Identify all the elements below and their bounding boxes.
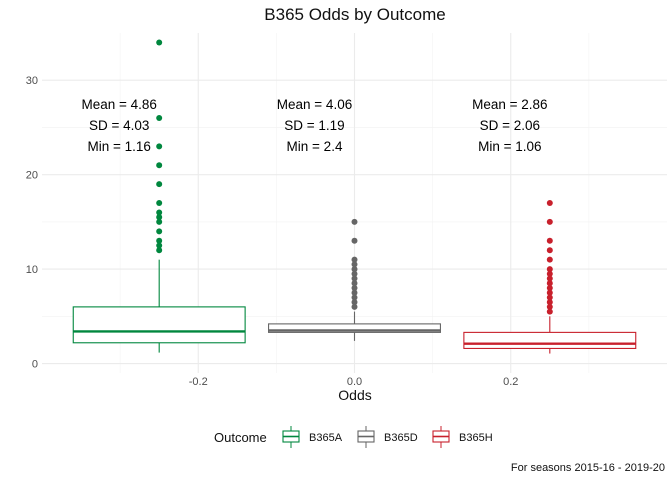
outlier-point <box>351 256 358 263</box>
outlier-point <box>351 261 358 268</box>
outlier-point <box>546 237 553 244</box>
outlier-point <box>156 143 163 150</box>
box-iqr <box>72 306 246 344</box>
x-tick-label: -0.2 <box>189 376 208 388</box>
outlier-point <box>156 242 163 249</box>
stats-line: Mean = 4.86 <box>81 97 156 112</box>
x-axis-label: Odds <box>338 387 371 403</box>
outlier-point <box>156 209 163 216</box>
outlier-point <box>546 280 553 287</box>
boxes <box>72 39 637 354</box>
outlier-point <box>351 285 358 291</box>
outlier-point <box>156 237 163 244</box>
outlier-point <box>156 39 163 46</box>
outlier-point <box>156 200 163 206</box>
legend-label: B365D <box>384 432 418 444</box>
outlier-point <box>156 228 163 235</box>
outlier-point <box>351 237 358 244</box>
outlier-point <box>546 270 553 277</box>
outlier-point <box>546 294 553 301</box>
outlier-point <box>156 181 163 188</box>
outlier-point <box>351 303 358 310</box>
y-tick-label: 0 <box>32 359 38 371</box>
outlier-point <box>546 285 553 291</box>
box-b365a <box>72 39 246 353</box>
stats-line: SD = 2.06 <box>480 118 540 133</box>
box-b365d <box>268 218 441 341</box>
legend: Outcome B365A B365D B365H <box>214 426 493 448</box>
outlier-point <box>351 294 358 301</box>
outlier-point <box>156 218 163 225</box>
box-iqr <box>268 323 441 333</box>
outlier-point <box>546 299 553 306</box>
outlier-point <box>546 275 553 282</box>
outlier-point <box>351 280 358 287</box>
y-tick-label: 30 <box>26 75 38 87</box>
legend-item-b365a: B365A <box>282 426 343 448</box>
box-b365h <box>463 200 637 354</box>
box-iqr <box>463 331 637 349</box>
outlier-point <box>546 218 553 225</box>
stats-line: Min = 2.4 <box>287 139 343 154</box>
y-tick-label: 20 <box>26 170 38 182</box>
outlier-point <box>546 289 553 296</box>
outlier-point <box>156 162 163 169</box>
stats-line: Mean = 4.06 <box>277 97 352 112</box>
stats-line: Min = 1.16 <box>87 139 150 154</box>
outlier-point <box>156 115 163 121</box>
legend-title: Outcome <box>214 430 267 445</box>
outlier-point <box>156 214 163 221</box>
outlier-point <box>546 303 553 310</box>
outlier-point <box>351 270 358 277</box>
x-tick-label: 0.2 <box>503 376 518 388</box>
outlier-point <box>351 218 358 225</box>
stats-line: Min = 1.06 <box>478 139 541 154</box>
axes: 0 10 20 30 -0.2 0.0 0.2 <box>26 75 519 388</box>
caption: For seasons 2015-16 - 2019-20 <box>511 462 665 474</box>
legend-item-b365d: B365D <box>357 426 418 448</box>
outlier-point <box>546 200 553 206</box>
stats-annotations: Mean = 4.86 SD = 4.03 Min = 1.16 Mean = 4.0… <box>81 97 547 154</box>
y-tick-label: 10 <box>26 264 38 276</box>
stats-line: SD = 4.03 <box>89 118 149 133</box>
x-tick-label: 0.0 <box>347 376 362 388</box>
stats-line: SD = 1.19 <box>284 118 344 133</box>
legend-item-b365h: B365H <box>432 426 493 448</box>
stats-line: Mean = 2.86 <box>472 97 547 112</box>
outlier-point <box>351 266 358 273</box>
legend-label: B365H <box>459 432 493 444</box>
outlier-point <box>546 308 553 315</box>
outlier-point <box>546 247 553 254</box>
outlier-point <box>156 247 163 254</box>
outlier-point <box>351 299 358 306</box>
outlier-point <box>351 275 358 282</box>
outlier-point <box>546 266 553 273</box>
outlier-point <box>546 256 553 263</box>
legend-label: B365A <box>309 432 343 444</box>
outlier-point <box>351 289 358 296</box>
chart-title: B365 Odds by Outcome <box>264 5 445 24</box>
